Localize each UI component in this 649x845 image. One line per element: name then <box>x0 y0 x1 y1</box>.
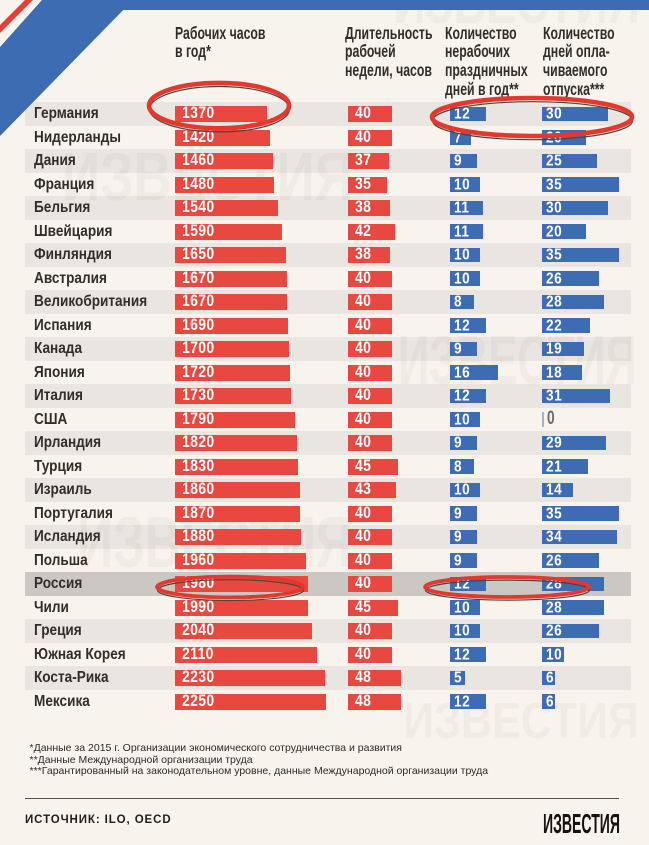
svg-text:ИЗВЕСТИЯ: ИЗВЕСТИЯ <box>398 336 637 390</box>
svg-text:ИЗВЕСТИЯ: ИЗВЕСТИЯ <box>403 703 639 744</box>
svg-text:ИЗВЕСТИЯ: ИЗВЕСТИЯ <box>543 814 620 836</box>
